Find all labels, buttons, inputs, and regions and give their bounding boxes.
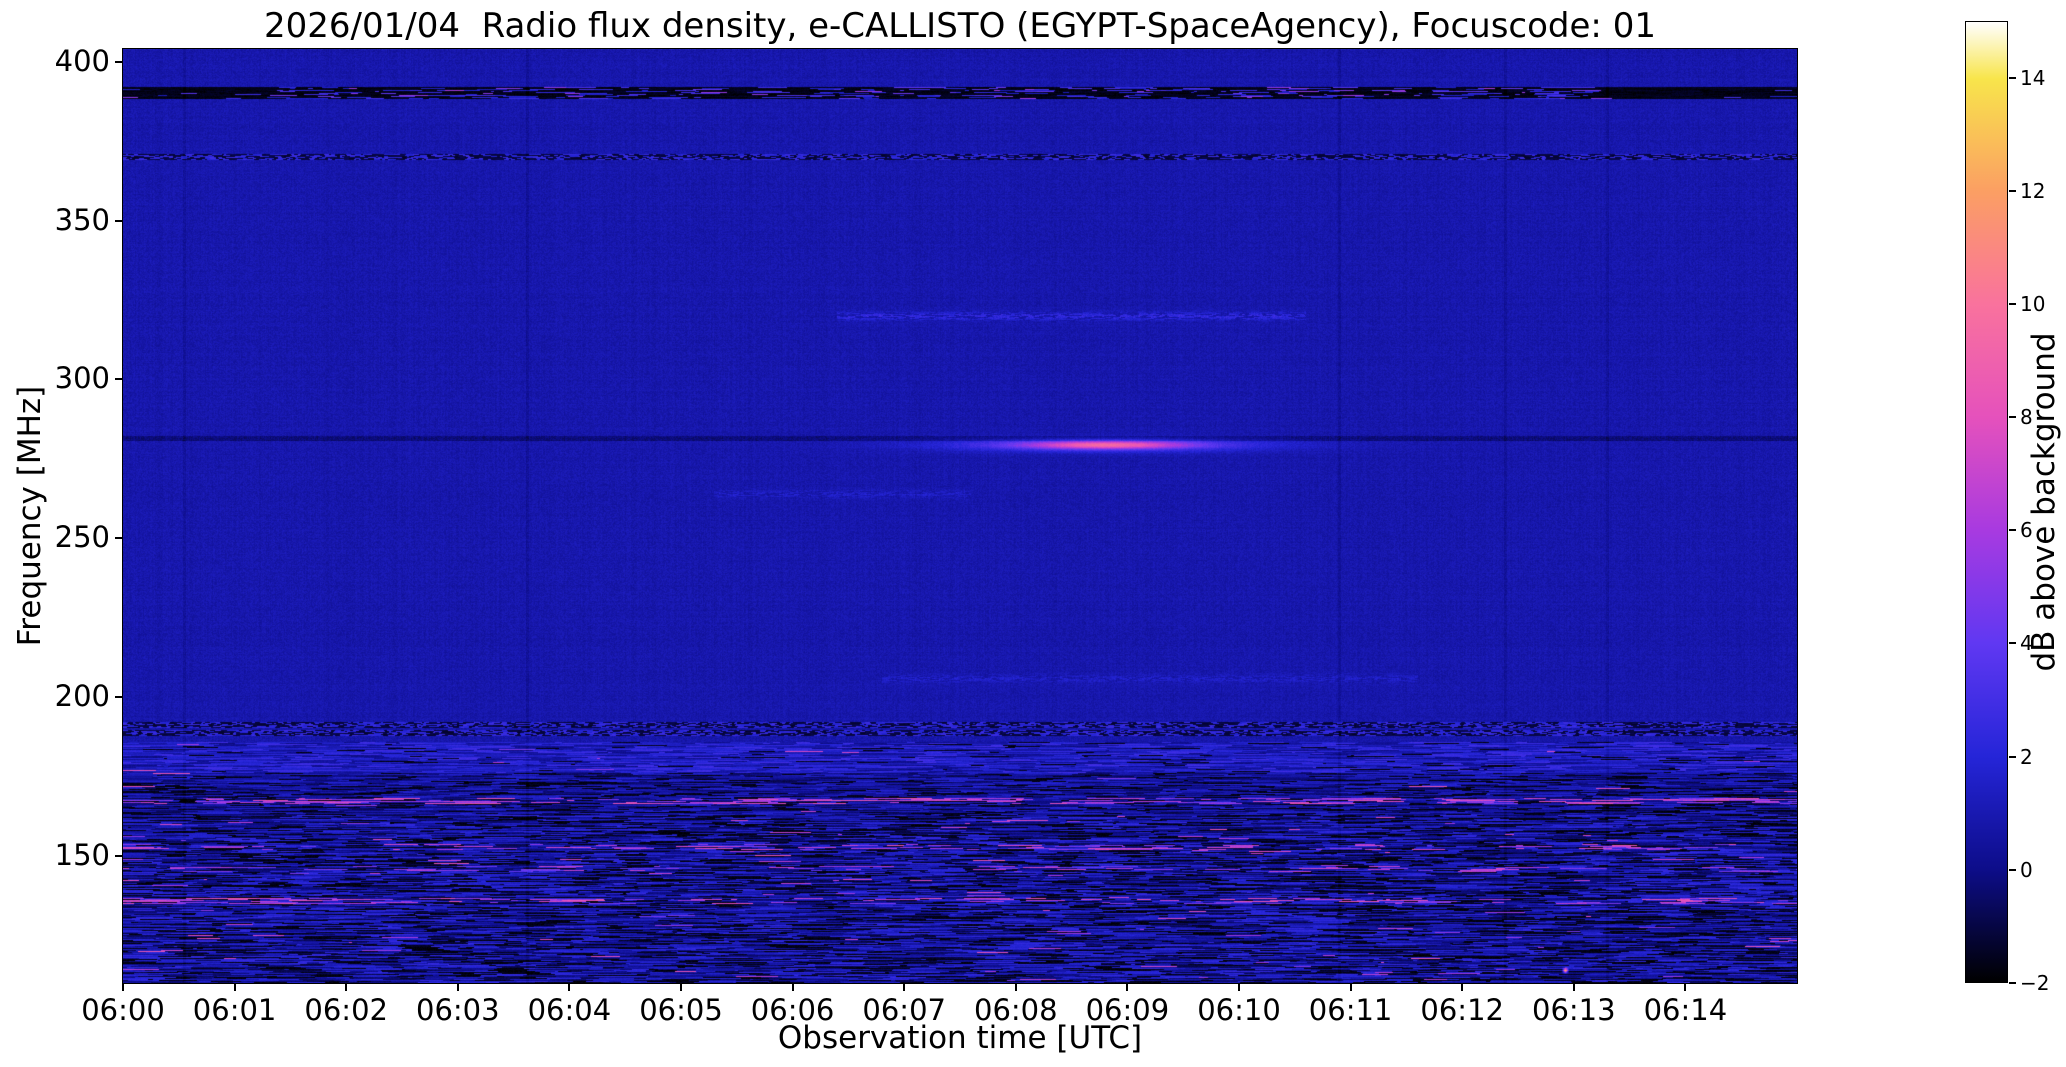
colorbar-tick-mark [2009, 189, 2016, 192]
x-tick-label: 06:00 [81, 993, 165, 1027]
colorbar-tick-mark [2009, 755, 2016, 758]
x-tick-label: 06:13 [1532, 993, 1616, 1027]
x-tick-label: 06:10 [1197, 993, 1281, 1027]
y-tick-label: 400 [54, 43, 110, 78]
colorbar-gradient [1965, 21, 2008, 983]
x-tick-mark [1684, 983, 1687, 991]
x-tick-label: 06:12 [1420, 993, 1504, 1027]
colorbar-tick-label: 0 [2020, 857, 2033, 882]
y-tick-label: 350 [54, 202, 110, 237]
x-tick-mark [1349, 983, 1352, 991]
colorbar-tick-mark [2009, 416, 2016, 419]
x-tick-label: 06:09 [1085, 993, 1170, 1027]
y-tick-label: 300 [54, 361, 110, 396]
x-tick-label: 06:06 [750, 993, 835, 1027]
colorbar-tick-label: 14 [2020, 65, 2046, 90]
spectrogram-canvas [122, 48, 1798, 984]
y-tick-label: 150 [54, 837, 110, 872]
y-tick-mark [115, 60, 123, 63]
x-tick-mark [1572, 983, 1575, 991]
x-axis-label: Observation time [UTC] [777, 1020, 1143, 1056]
y-tick-mark [115, 219, 123, 222]
x-tick-mark [1014, 983, 1017, 991]
x-tick-label: 06:08 [974, 993, 1058, 1027]
x-tick-mark [568, 983, 571, 991]
colorbar-tick-label: 2 [2020, 744, 2033, 769]
x-tick-mark [1126, 983, 1129, 991]
x-tick-label: 06:05 [639, 993, 723, 1027]
y-tick-mark [115, 854, 123, 857]
x-tick-mark [456, 983, 459, 991]
x-tick-mark [903, 983, 906, 991]
colorbar-tick-mark [2009, 302, 2016, 305]
x-tick-label: 06:04 [527, 993, 612, 1027]
colorbar-tick-mark [2009, 642, 2016, 645]
colorbar-tick-mark [2009, 868, 2016, 871]
colorbar-tick-label: 12 [2020, 178, 2046, 203]
chart-title: 2026/01/04 Radio flux density, e-CALLIST… [264, 6, 1656, 46]
colorbar-tick-label: −2 [2020, 971, 2050, 995]
x-tick-label: 06:14 [1643, 993, 1728, 1027]
y-tick-label: 250 [54, 520, 110, 555]
x-tick-label: 06:11 [1308, 993, 1393, 1027]
x-tick-mark [122, 983, 124, 991]
y-tick-label: 200 [54, 679, 110, 714]
colorbar-tick-label: 6 [2020, 518, 2033, 543]
x-tick-mark [1238, 983, 1240, 991]
x-tick-label: 06:01 [192, 993, 277, 1027]
y-tick-mark [115, 378, 123, 381]
x-tick-label: 06:02 [304, 993, 388, 1027]
colorbar-tick-mark [2009, 76, 2016, 79]
colorbar-tick-mark [2009, 982, 2016, 984]
x-tick-label: 06:03 [416, 993, 500, 1027]
colorbar-tick-label: 8 [2020, 405, 2033, 430]
y-axis-label: Frequency [MHz] [12, 385, 48, 647]
x-tick-mark [345, 983, 348, 991]
x-tick-mark [1461, 983, 1464, 991]
x-tick-mark [233, 983, 236, 991]
colorbar-tick-label: 10 [2020, 291, 2046, 316]
x-tick-mark [791, 983, 794, 991]
colorbar-label: dB above background [2026, 332, 2062, 672]
x-tick-label: 06:07 [862, 993, 946, 1027]
x-tick-mark [680, 983, 682, 991]
y-tick-mark [115, 696, 123, 699]
colorbar-tick-label: 4 [2020, 631, 2033, 656]
y-tick-mark [115, 537, 123, 540]
colorbar-tick-mark [2009, 529, 2016, 532]
